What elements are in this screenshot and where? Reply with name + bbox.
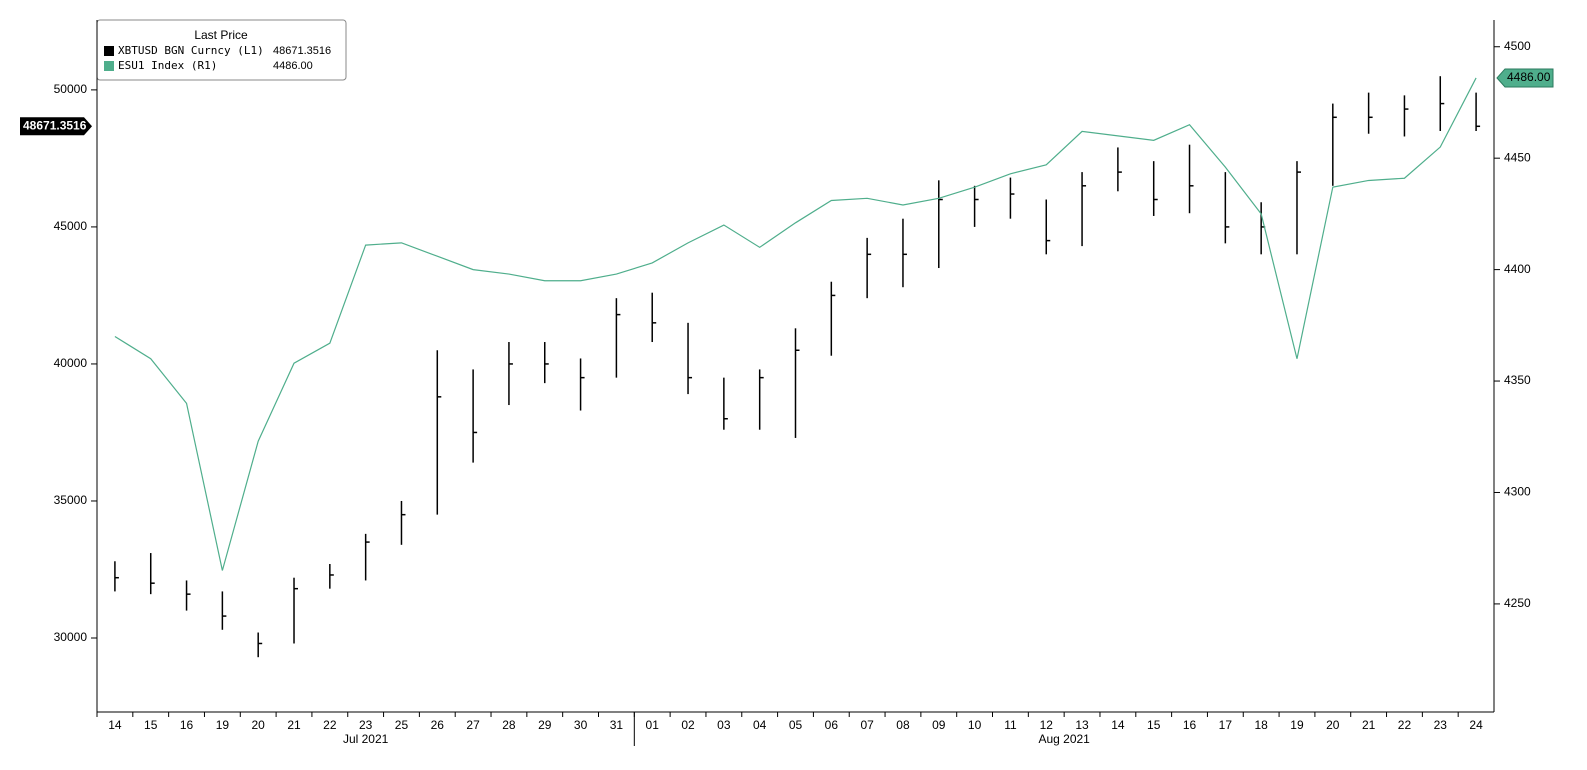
legend-label: ESU1 Index (R1)	[118, 59, 217, 72]
x-tick-label: 31	[610, 718, 624, 732]
last-tag-label: 48671.3516	[23, 118, 87, 132]
x-tick-label: 14	[1111, 718, 1125, 732]
last-tag-label: 4486.00	[1507, 70, 1551, 84]
x-tick-label: 20	[252, 718, 266, 732]
x-tick-label: 12	[1040, 718, 1054, 732]
x-tick-label: 20	[1326, 718, 1340, 732]
x-tick-label: 19	[1290, 718, 1304, 732]
x-tick-label: 30	[574, 718, 588, 732]
x-tick-label: 15	[144, 718, 158, 732]
legend-value: 48671.3516	[273, 45, 331, 57]
legend-label: XBTUSD BGN Curncy (L1)	[118, 44, 264, 57]
x-tick-label: 21	[1362, 718, 1376, 732]
y2-tick-label: 4450	[1504, 150, 1531, 164]
x-tick-label: 16	[180, 718, 194, 732]
x-tick-label: 03	[717, 718, 731, 732]
month-label: Aug 2021	[1038, 732, 1090, 746]
x-tick-label: 19	[216, 718, 230, 732]
x-tick-label: 11	[1004, 718, 1017, 732]
legend-title: Last Price	[194, 28, 248, 42]
x-tick-label: 18	[1254, 718, 1268, 732]
x-tick-label: 27	[466, 718, 480, 732]
x-tick-label: 16	[1183, 718, 1197, 732]
y-tick-label: 30000	[54, 630, 88, 644]
price-line	[114, 77, 1477, 571]
month-label: Jul 2021	[343, 732, 389, 746]
y2-tick-label: 4500	[1504, 39, 1531, 53]
legend-swatch	[104, 61, 114, 71]
x-tick-label: 25	[395, 718, 409, 732]
x-tick-label: 23	[359, 718, 373, 732]
x-tick-label: 17	[1219, 718, 1233, 732]
x-tick-label: 04	[753, 718, 767, 732]
x-tick-label: 29	[538, 718, 552, 732]
x-tick-label: 24	[1469, 718, 1483, 732]
x-tick-label: 26	[431, 718, 445, 732]
legend-swatch	[104, 46, 114, 56]
last-tag	[20, 117, 92, 136]
y-tick-label: 45000	[54, 219, 88, 233]
y2-tick-label: 4400	[1504, 262, 1531, 276]
y2-tick-label: 4250	[1504, 596, 1531, 610]
y2-tick-label: 4350	[1504, 373, 1531, 387]
x-tick-label: 01	[646, 718, 660, 732]
y-tick-label: 50000	[54, 82, 88, 96]
y-tick-label: 35000	[54, 493, 88, 507]
x-tick-label: 05	[789, 718, 803, 732]
y2-tick-label: 4300	[1504, 485, 1531, 499]
x-tick-label: 13	[1075, 718, 1089, 732]
x-tick-label: 22	[323, 718, 337, 732]
y-tick-label: 40000	[54, 356, 88, 370]
x-tick-label: 08	[896, 718, 910, 732]
last-tag	[1496, 68, 1554, 88]
x-tick-label: 22	[1398, 718, 1412, 732]
x-tick-label: 15	[1147, 718, 1161, 732]
x-tick-label: 23	[1434, 718, 1448, 732]
x-tick-label: 07	[860, 718, 874, 732]
x-tick-label: 28	[502, 718, 516, 732]
x-tick-label: 09	[932, 718, 946, 732]
x-tick-label: 14	[108, 718, 122, 732]
legend-value: 4486.00	[273, 60, 313, 72]
x-tick-label: 21	[287, 718, 301, 732]
x-tick-label: 06	[825, 718, 839, 732]
x-tick-label: 02	[681, 718, 695, 732]
x-tick-label: 10	[968, 718, 982, 732]
